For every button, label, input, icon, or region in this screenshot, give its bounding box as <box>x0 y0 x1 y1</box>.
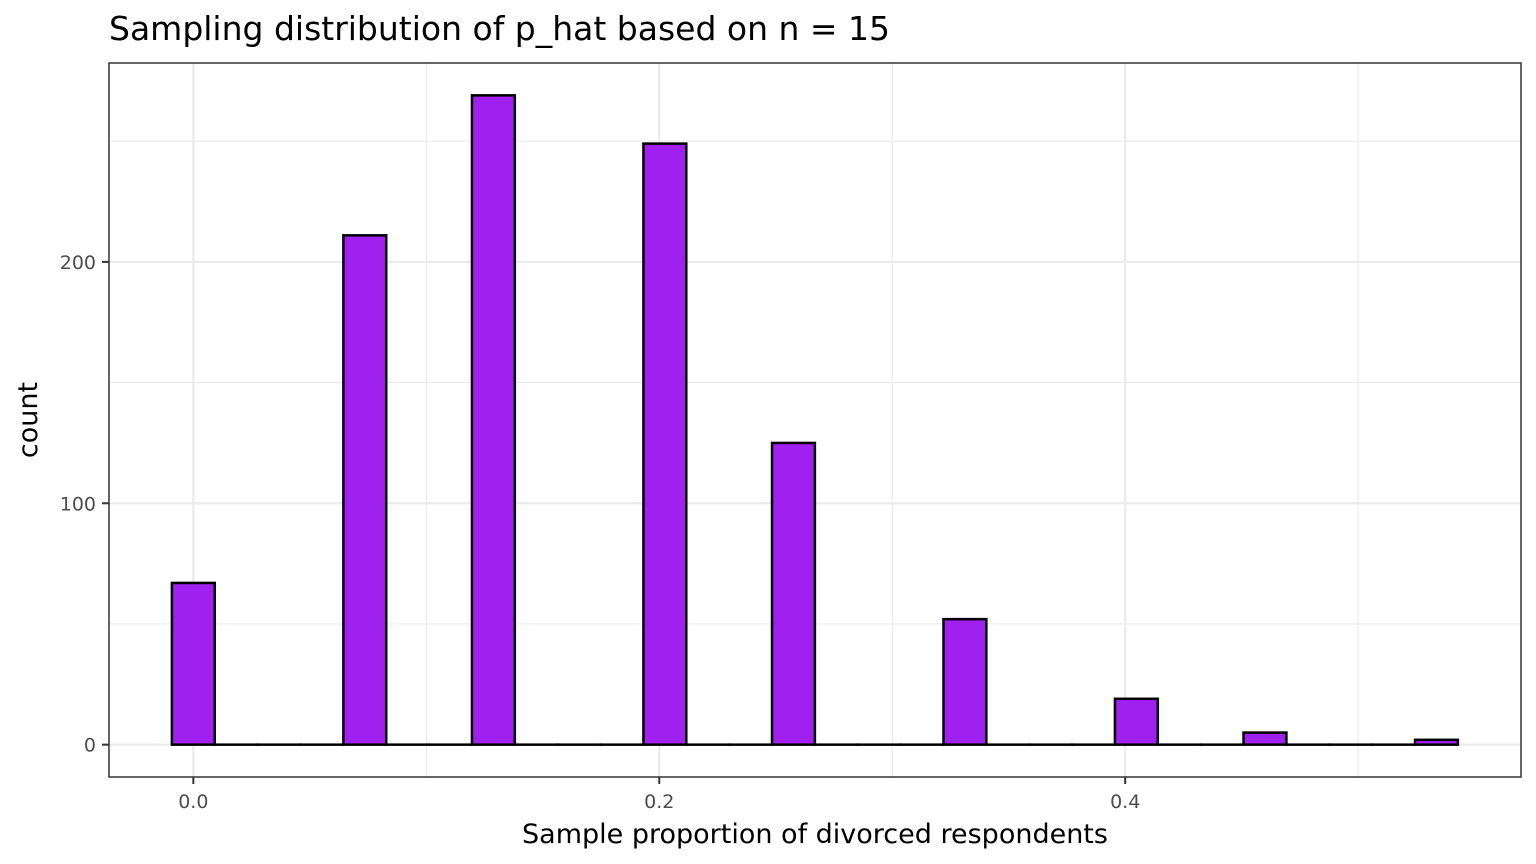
y-tick-label: 100 <box>60 493 96 515</box>
histogram-bar <box>470 94 517 746</box>
x-tick-label: 0.4 <box>1110 791 1140 813</box>
histogram-bar <box>1242 731 1288 746</box>
histogram-bar <box>342 234 388 746</box>
x-tick-label: 0.0 <box>178 791 208 813</box>
histogram-bar <box>642 142 688 746</box>
panel-border <box>108 62 1522 778</box>
histogram-bar <box>770 441 817 746</box>
y-axis-title: count <box>13 382 44 458</box>
histogram-bars <box>170 94 1460 746</box>
histogram-bar <box>170 581 217 746</box>
histogram-bar <box>1113 697 1160 746</box>
y-tick-label: 200 <box>60 252 96 274</box>
histogram-bar <box>1413 738 1460 746</box>
axis-ticks: 0.0 0.2 0.4 0 100 200 <box>60 252 1141 813</box>
chart-title: Sampling distribution of p_hat based on … <box>109 9 890 48</box>
y-tick-label: 0 <box>84 735 96 757</box>
histogram-bar <box>942 617 988 746</box>
x-axis-title: Sample proportion of divorced respondent… <box>522 819 1108 850</box>
x-tick-label: 0.2 <box>644 791 674 813</box>
